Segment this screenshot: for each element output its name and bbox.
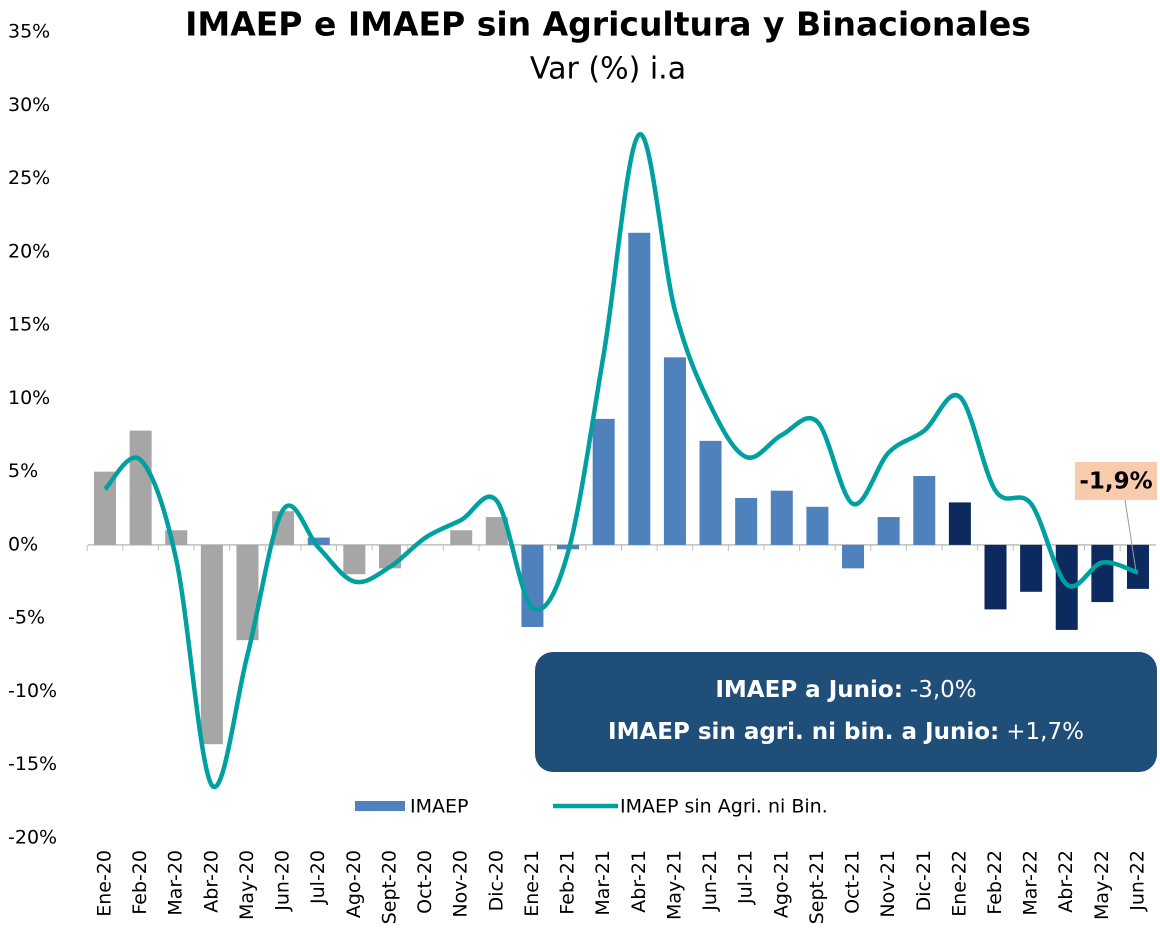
info-label: IMAEP sin agri. ni bin. a Junio: xyxy=(608,719,999,745)
y-tick-label: 20% xyxy=(8,240,50,262)
x-tick-label: Sept-20 xyxy=(378,850,400,924)
x-tick-label: Jul-20 xyxy=(307,850,329,905)
bar xyxy=(521,545,543,627)
x-tick-label: Feb-22 xyxy=(984,850,1006,915)
bar xyxy=(949,502,971,544)
y-tick-label: -5% xyxy=(8,607,45,629)
x-tick-label: Oct-21 xyxy=(842,850,864,914)
bar xyxy=(735,498,757,545)
x-tick-label: Mar-21 xyxy=(592,850,614,916)
x-tick-label: Abr-20 xyxy=(200,850,222,913)
bar xyxy=(450,530,472,545)
y-tick-label: 25% xyxy=(8,167,50,189)
x-tick-label: Ene-21 xyxy=(521,850,543,917)
x-tick-label: May-21 xyxy=(663,850,685,920)
info-label: IMAEP a Junio: xyxy=(715,677,903,703)
bar xyxy=(201,545,223,744)
y-tick-label: -20% xyxy=(8,827,57,849)
x-tick-label: Dic-20 xyxy=(485,850,507,911)
y-tick-label: 35% xyxy=(8,21,50,43)
x-tick-label: Ago-20 xyxy=(343,850,365,918)
x-tick-label: Nov-20 xyxy=(450,850,472,918)
y-tick-label: 15% xyxy=(8,314,50,336)
legend-swatch xyxy=(355,801,405,811)
info-value: -3,0% xyxy=(910,677,977,703)
bar xyxy=(985,545,1007,609)
x-tick-label: Jun-22 xyxy=(1126,850,1148,912)
bar xyxy=(664,357,686,545)
chart: IMAEP e IMAEP sin Agricultura y Binacion… xyxy=(0,0,1160,946)
bar xyxy=(842,545,864,568)
y-tick-label: -10% xyxy=(8,680,57,702)
bar xyxy=(593,419,615,545)
info-value: +1,7% xyxy=(1006,719,1084,745)
x-tick-label: Abr-22 xyxy=(1055,850,1077,913)
bar xyxy=(1091,545,1113,602)
chart-title: IMAEP e IMAEP sin Agricultura y Binacion… xyxy=(185,5,1031,44)
legend-label: IMAEP sin Agri. ni Bin. xyxy=(620,796,828,818)
bar xyxy=(878,517,900,545)
x-tick-label: Ene-22 xyxy=(948,850,970,917)
bar xyxy=(1020,545,1042,592)
x-tick-label: Jun-21 xyxy=(699,850,721,912)
x-tick-label: Jul-21 xyxy=(735,850,757,905)
chart-subtitle: Var (%) i.a xyxy=(530,52,686,87)
x-tick-label: Ene-20 xyxy=(94,850,116,917)
x-tick-label: Dic-21 xyxy=(913,850,935,911)
bar xyxy=(913,476,935,545)
legend-label: IMAEP xyxy=(410,796,468,818)
y-tick-label: 30% xyxy=(8,94,50,116)
x-tick-label: Oct-20 xyxy=(414,850,436,914)
x-tick-label: Nov-21 xyxy=(877,850,899,918)
bar xyxy=(806,507,828,545)
bar xyxy=(343,545,365,574)
y-tick-label: 10% xyxy=(8,387,50,409)
x-tick-label: Sept-21 xyxy=(806,850,828,924)
bar xyxy=(700,441,722,545)
x-tick-label: Feb-21 xyxy=(557,850,579,915)
x-tick-label: Feb-20 xyxy=(129,850,151,915)
y-tick-label: -15% xyxy=(8,753,57,775)
x-tick-label: Mar-22 xyxy=(1020,850,1042,916)
info-box xyxy=(535,652,1157,772)
info-text: IMAEP sin agri. ni bin. a Junio: +1,7% xyxy=(608,719,1084,745)
x-tick-label: Jun-20 xyxy=(272,850,294,912)
bar xyxy=(1127,545,1149,589)
x-tick-label: May-20 xyxy=(236,850,258,920)
y-tick-label: 0% xyxy=(8,533,38,555)
bar xyxy=(130,431,152,545)
x-tick-label: May-22 xyxy=(1091,850,1113,920)
x-tick-label: Mar-20 xyxy=(165,850,187,916)
annotation-label: -1,9% xyxy=(1079,469,1152,495)
bar xyxy=(771,491,793,545)
x-tick-label: Abr-21 xyxy=(628,850,650,913)
x-tick-label: Ago-21 xyxy=(770,850,792,918)
y-tick-label: 5% xyxy=(8,460,38,482)
info-text: IMAEP a Junio: -3,0% xyxy=(715,677,976,703)
bar xyxy=(628,233,650,545)
